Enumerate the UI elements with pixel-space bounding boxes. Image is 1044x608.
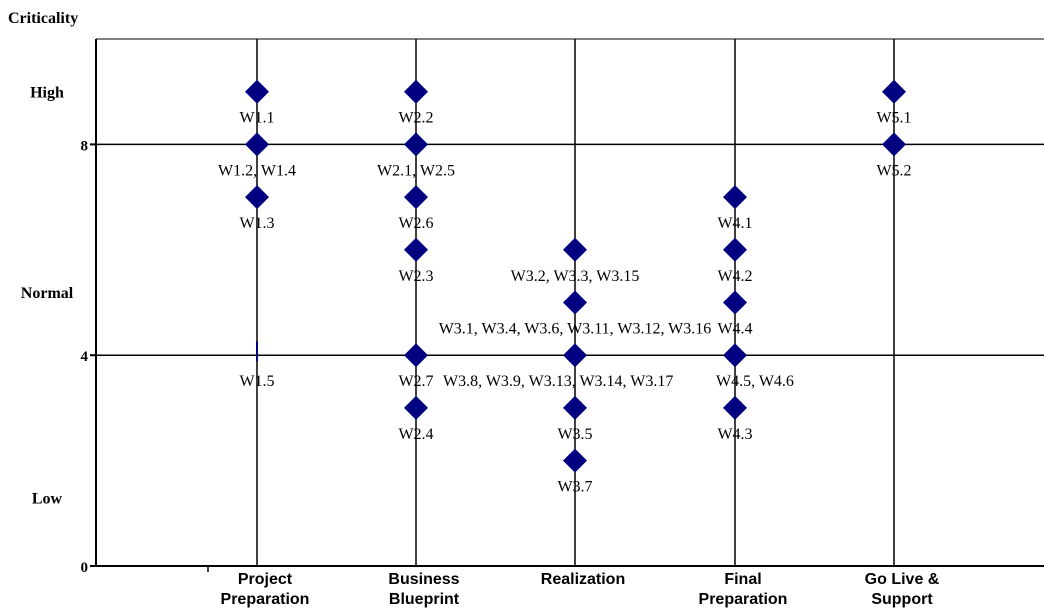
data-point-marker: [245, 79, 269, 104]
y-tick-label: 0: [81, 560, 89, 576]
data-point-marker: [723, 185, 747, 210]
data-point-label: W2.7: [398, 373, 433, 390]
data-point-label: W5.1: [876, 110, 911, 127]
data-point-marker: [723, 237, 747, 262]
data-point-marker: [404, 185, 428, 210]
y-zone-label: Low: [32, 490, 63, 507]
data-point-label: W1.5: [239, 373, 274, 390]
data-point-marker: [404, 237, 428, 262]
y-axis-title: Criticality: [8, 10, 78, 27]
data-point-marker: [723, 343, 747, 368]
data-point-marker: [404, 343, 428, 368]
label-layer: W1.1 W1.2, W1.4 W1.3 W1.5 W2.2 W2.1, W2.5 W2.6…: [218, 110, 912, 496]
x-category-label: Business: [388, 571, 459, 588]
data-point-label: W3.8, W3.9, W3.13, W3.14, W3.17: [443, 373, 673, 390]
data-point-label: W3.1, W3.4, W3.6, W3.11, W3.12, W3.16: [439, 321, 712, 338]
data-point-marker: [563, 448, 587, 473]
y-tick-label: 4: [81, 349, 89, 365]
data-point-label: W4.5, W4.6: [716, 373, 794, 390]
data-point-marker: [404, 79, 428, 104]
data-point-marker: [245, 132, 269, 157]
marker-layer: [245, 79, 906, 473]
data-point-label: W2.3: [398, 268, 433, 285]
data-point-label: W3.7: [557, 479, 592, 496]
data-point-marker: [882, 79, 906, 104]
x-category-label: Preparation: [221, 591, 310, 608]
y-tick-label: 8: [81, 138, 89, 154]
data-point-marker: [404, 132, 428, 157]
data-point-marker: [563, 290, 587, 315]
x-category-label: Realization: [541, 571, 625, 588]
data-point-label: W1.1: [239, 110, 274, 127]
data-point-marker: [563, 395, 587, 420]
data-point-label: W5.2: [876, 162, 911, 179]
data-point-marker: [245, 185, 269, 210]
data-point-label: W3.5: [557, 426, 592, 443]
data-point-label: W3.2, W3.3, W3.15: [511, 268, 640, 285]
x-category-label: Final: [724, 571, 761, 588]
data-point-label: W2.2: [398, 110, 433, 127]
data-point-marker: [563, 343, 587, 368]
data-point-marker: [882, 132, 906, 157]
x-category-label: Project: [238, 571, 293, 588]
x-category-label: Blueprint: [389, 591, 460, 608]
axis-layer: 0 4 8 High Normal Low Project Preparation Busine…: [21, 39, 1044, 608]
data-point-label: W2.1, W2.5: [377, 162, 455, 179]
data-point-label: W2.4: [398, 426, 433, 443]
x-category-label: Preparation: [699, 591, 788, 608]
data-point-label: W2.6: [398, 215, 433, 232]
data-point-label: W4.1: [717, 215, 752, 232]
data-point-label: W1.2, W1.4: [218, 162, 296, 179]
data-point-label: W4.3: [717, 426, 752, 443]
data-point-label: W1.3: [239, 215, 274, 232]
data-point-label: W4.4: [717, 321, 752, 338]
data-point-marker: [723, 395, 747, 420]
x-category-label: Support: [871, 591, 933, 608]
data-point-label: W4.2: [717, 268, 752, 285]
y-zone-label: Normal: [21, 285, 74, 302]
data-point-marker: [723, 290, 747, 315]
y-zone-label: High: [30, 85, 64, 102]
x-category-label: Go Live &: [865, 571, 940, 588]
data-point-marker: [404, 395, 428, 420]
data-point-marker: [563, 237, 587, 262]
